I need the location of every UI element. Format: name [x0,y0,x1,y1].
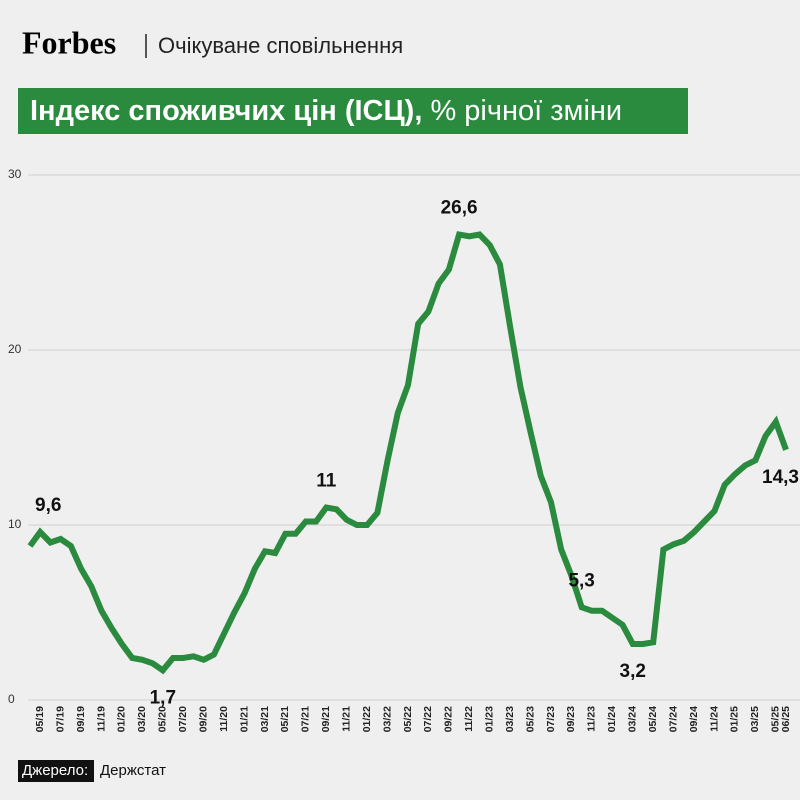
line [27,231,789,675]
x-tick-label: 11/22 [463,706,475,732]
x-tick-label: 09/24 [688,706,700,732]
x-tick-label: 11/20 [218,706,230,732]
x-tick-label: 05/19 [34,706,46,732]
data-label: 14,3 [762,467,799,488]
x-tick-label: 09/20 [197,706,209,732]
x-tick-label: 09/21 [320,706,332,732]
x-tick-label: 11/23 [586,706,598,732]
data-label: 3,2 [620,661,646,682]
chart-title: Індекс споживчих цін (ІСЦ), % річної змі… [30,95,622,127]
x-tick-label: 11/19 [95,706,107,732]
y-tick-label: 10 [8,517,22,531]
data-label: 11 [316,471,337,492]
x-tick-label: 03/21 [259,706,271,732]
data-label: 5,3 [568,570,594,591]
x-tick-label: 05/20 [157,706,169,732]
x-tick-label: 03/24 [627,706,639,732]
x-tick-label: 01/25 [729,706,741,732]
data-label: 26,6 [441,198,478,219]
x-tick-label: 03/22 [381,706,393,732]
x-tick-label: 01/20 [116,706,128,732]
x-tick-label: 11/24 [708,706,720,732]
source: Держстат [100,762,166,779]
source-label: Джерело: [22,762,88,779]
x-tick-label: 01/22 [361,706,373,732]
x-tick-label: 01/21 [238,706,250,732]
subtitle: % річної зміни [430,95,622,127]
x-tick-label: 05/21 [279,706,291,732]
x-tick-label: 05/25 [770,706,782,732]
x-tick-label: 05/23 [524,706,536,732]
x-tick-label: 05/22 [402,706,414,732]
brand: Forbes [22,24,116,60]
x-tick-label: 03/25 [749,706,761,732]
x-tick-label: 05/24 [647,706,659,732]
x-tick-label: 07/22 [422,706,434,732]
y-tick-label: 30 [8,167,22,181]
x-tick-label: 07/24 [667,706,679,732]
x-tick-label: 11/21 [340,706,352,732]
y-tick-label: 20 [8,342,22,356]
source-label-box [18,760,94,782]
y-tick-label: 0 [8,692,15,706]
x-tick-label: 07/21 [300,706,312,732]
x-tick-label: 07/19 [54,706,66,732]
x-tick-label: 09/22 [443,706,455,732]
x-tick-label: 03/20 [136,706,148,732]
title: Індекс споживчих цін (ІСЦ), [30,95,422,127]
data-label: 9,6 [35,495,61,516]
x-tick-label: 03/23 [504,706,516,732]
x-tick-label: 06/25 [780,706,792,732]
x-tick-label: 01/23 [484,706,496,732]
x-tick-label: 01/24 [606,706,618,732]
data-label: 1,7 [150,687,176,708]
section: Очікуване сповільнення [158,33,403,58]
x-tick-label: 07/20 [177,706,189,732]
title-banner [18,88,688,134]
x-tick-label: 09/19 [75,706,87,732]
x-tick-label: 09/23 [565,706,577,732]
x-tick-label: 07/23 [545,706,557,732]
